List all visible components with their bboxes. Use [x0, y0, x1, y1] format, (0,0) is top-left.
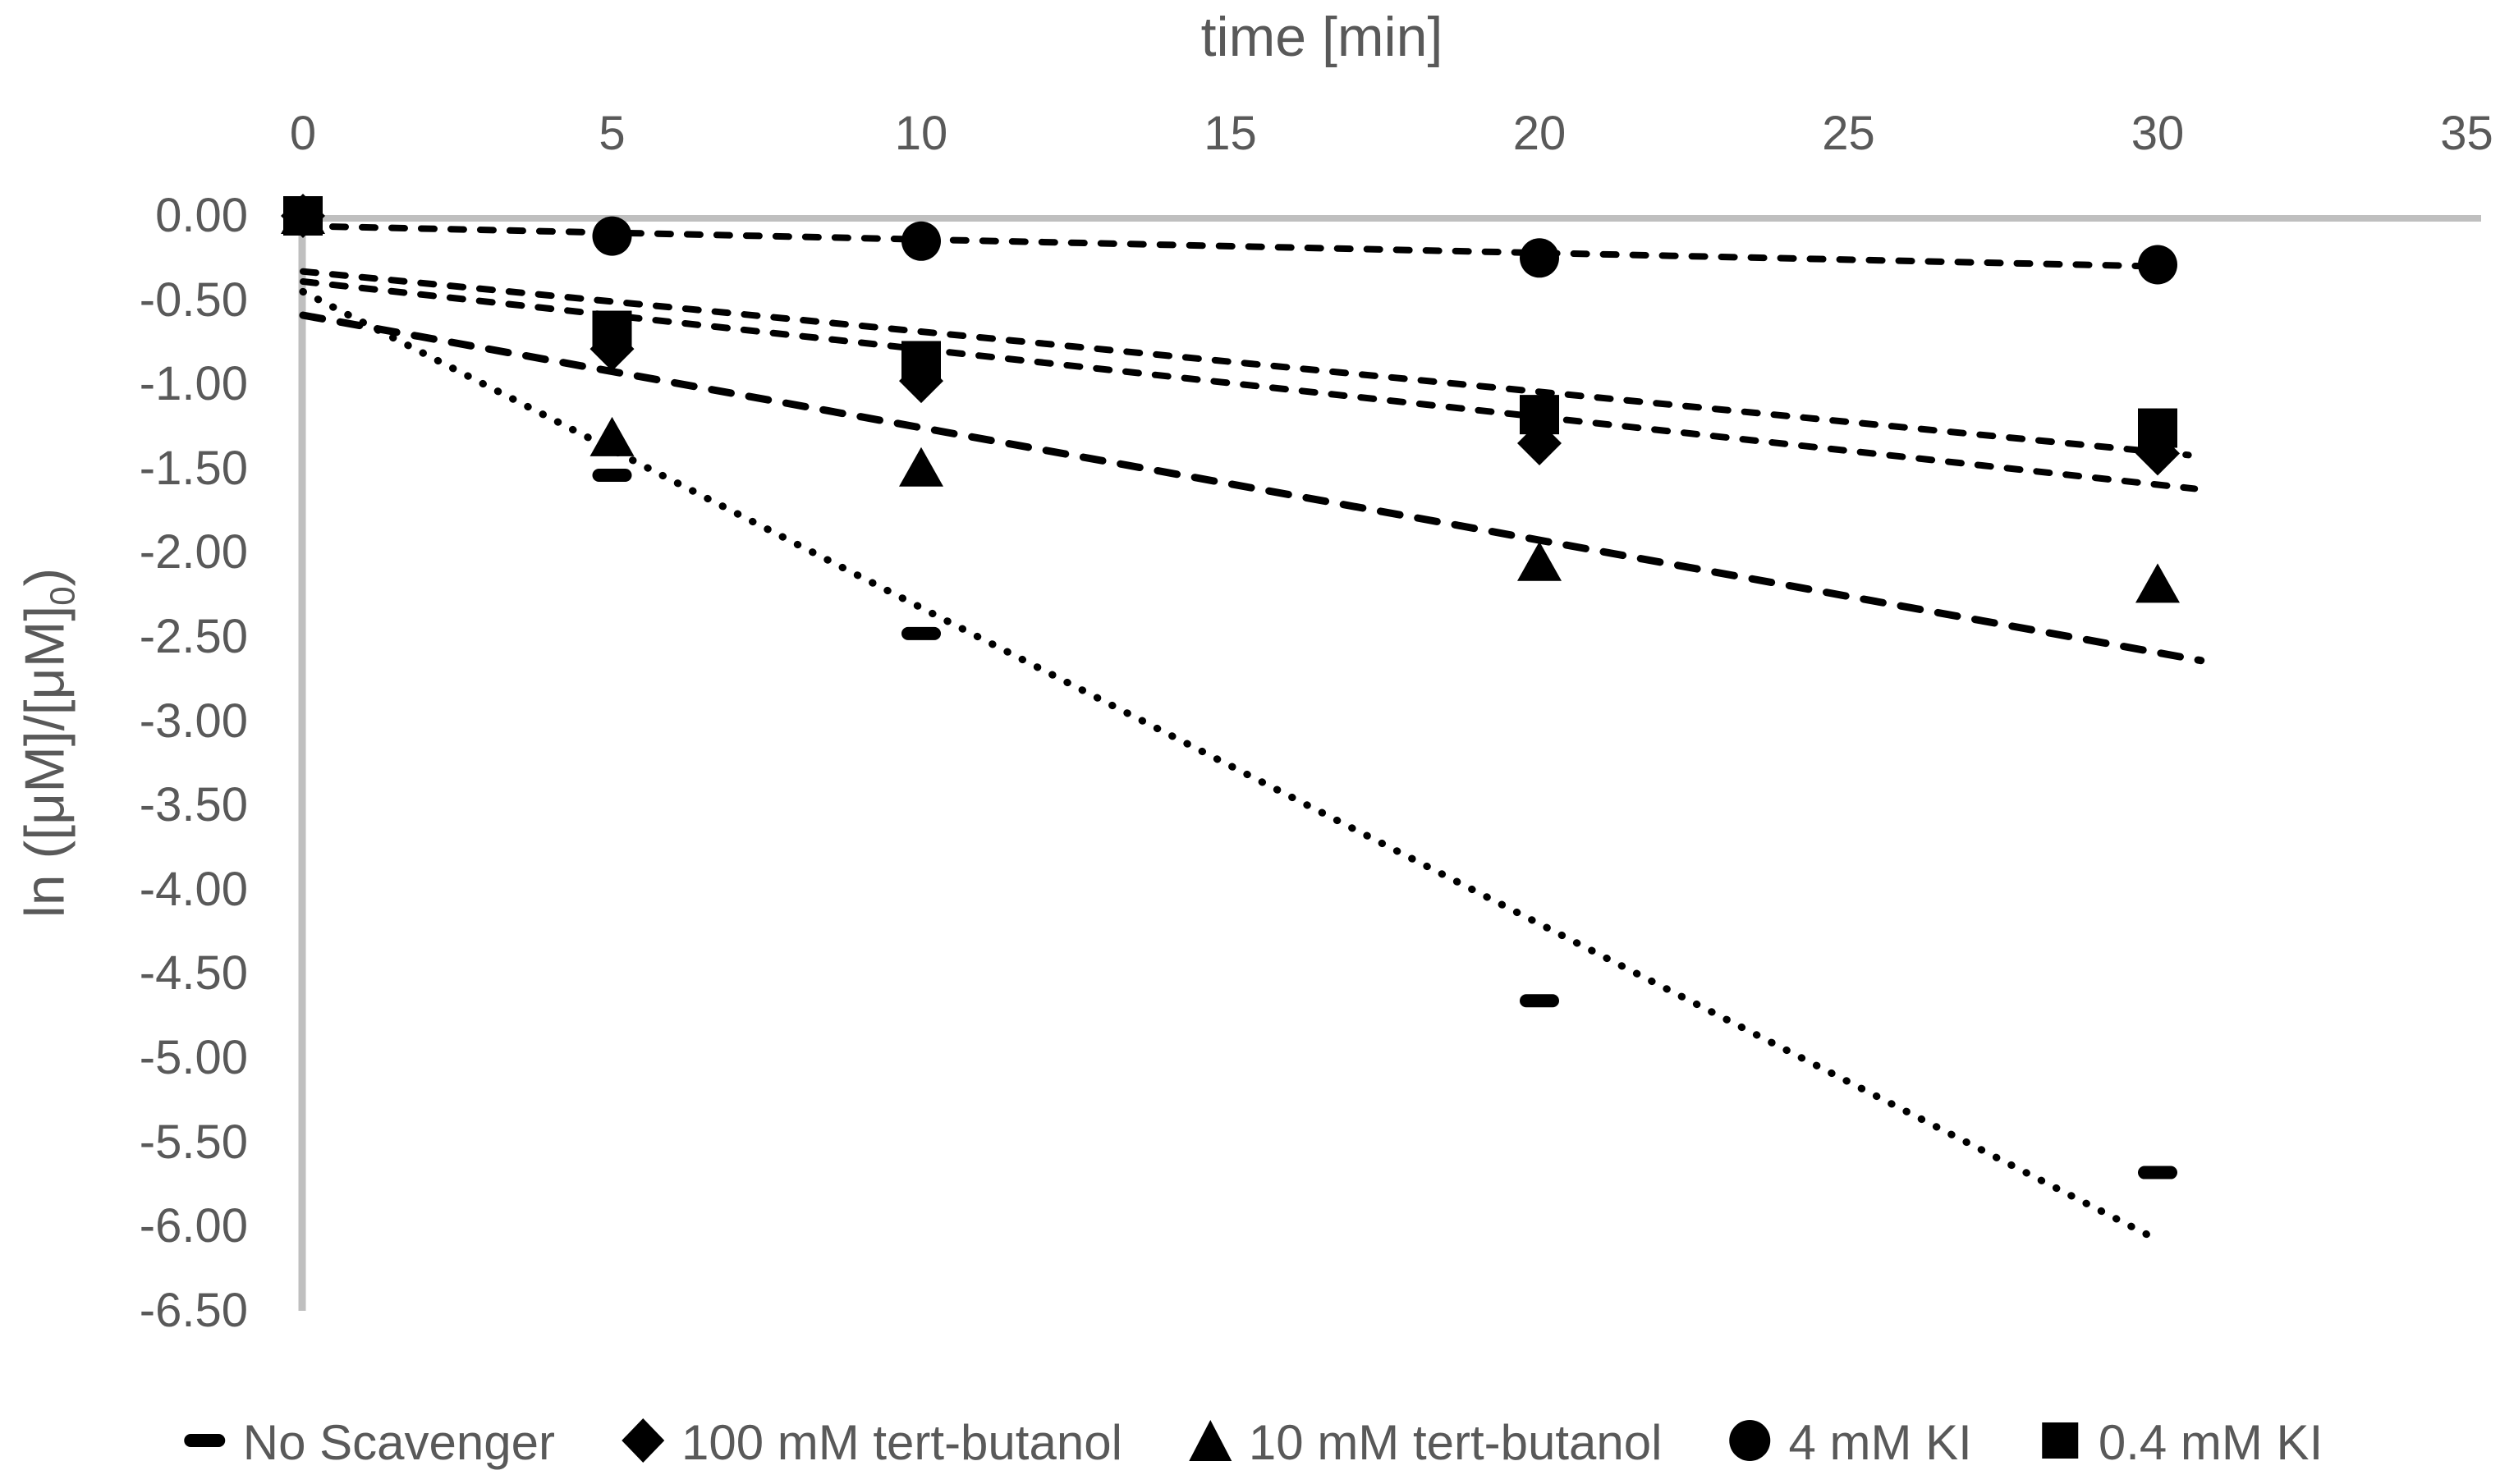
y-tick-label: -1.00 [139, 357, 248, 411]
trendline-series-0 [299, 287, 2162, 1244]
trendline-series-4 [300, 268, 2192, 459]
circle-marker [2138, 245, 2177, 285]
triangle-marker [2135, 563, 2180, 603]
triangle-marker [1517, 541, 1562, 581]
legend-item-label: 0.4 mM KI [2098, 1415, 2323, 1470]
legend-item-1: 100 mM tert-butanol [616, 1413, 1122, 1472]
dash-legend-icon [177, 1413, 232, 1472]
y-tick-label: -2.50 [139, 610, 248, 663]
y-tick-label: 0.00 [155, 189, 248, 242]
x-tick-label: 25 [1822, 107, 1875, 160]
x-tick-label: 5 [599, 107, 626, 160]
x-tick-label: 20 [1512, 107, 1567, 160]
trendline-series-1 [300, 278, 2199, 492]
legend: No Scavenger 100 mM tert-butanol 10 mM ter… [177, 1413, 2323, 1472]
y-tick-label: -5.50 [139, 1115, 248, 1169]
legend-item-label: 100 mM tert-butanol [681, 1415, 1122, 1470]
dash-marker [1520, 994, 1559, 1008]
dash-marker [2138, 1166, 2177, 1179]
square-marker [2138, 408, 2177, 448]
triangle-marker [589, 416, 635, 456]
circle-marker [1520, 238, 1559, 278]
y-tick-label: -0.50 [139, 273, 248, 327]
legend-item-0: No Scavenger [177, 1413, 555, 1472]
y-tick-label: -1.50 [139, 441, 248, 495]
circle-legend-icon [1722, 1413, 1777, 1472]
x-tick-label: 0 [289, 107, 317, 160]
legend-item-label: No Scavenger [242, 1415, 555, 1470]
series-markers-1 [281, 194, 2180, 476]
square-marker [901, 341, 941, 381]
x-tick-label: 15 [1204, 107, 1257, 160]
triangle-legend-icon [1183, 1413, 1237, 1472]
x-tick-label: 10 [894, 107, 948, 160]
square-marker [592, 310, 632, 350]
legend-item-2: 10 mM tert-butanol [1183, 1413, 1663, 1472]
y-tick-label: -4.50 [139, 946, 248, 1001]
legend-item-3: 4 mM KI [1722, 1413, 1972, 1472]
square-legend-icon [2033, 1413, 2087, 1472]
y-tick-label: -3.00 [139, 694, 248, 748]
trendline-series-2 [299, 311, 2205, 665]
x-tick-label: 35 [2440, 107, 2493, 160]
x-axis-title: time [min] [1200, 6, 1443, 68]
y-tick-label: -6.50 [139, 1283, 248, 1337]
y-tick-label: -4.00 [139, 862, 248, 916]
dash-marker [901, 626, 941, 640]
legend-item-label: 4 mM KI [1788, 1415, 1972, 1470]
trendline-series-3 [300, 222, 2161, 270]
triangle-marker [899, 447, 943, 487]
circle-marker [592, 216, 632, 256]
y-tick-label: -5.00 [139, 1031, 248, 1084]
y-tick-label: -2.00 [139, 525, 248, 579]
diamond-legend-icon [616, 1413, 670, 1472]
y-tick-label: -6.00 [139, 1199, 248, 1253]
series-markers-2 [281, 195, 2180, 603]
series-markers-4 [283, 196, 2177, 448]
legend-item-label: 10 mM tert-butanol [1248, 1415, 1663, 1470]
x-tick-label: 30 [2131, 107, 2185, 160]
dash-marker [592, 469, 632, 483]
series-markers-0 [283, 209, 2177, 1179]
legend-item-4: 0.4 mM KI [2033, 1413, 2323, 1472]
y-tick-label: -3.50 [139, 778, 248, 832]
series-markers-3 [283, 196, 2177, 285]
circle-marker [901, 221, 941, 261]
square-marker [283, 196, 323, 236]
square-marker [1520, 395, 1559, 435]
